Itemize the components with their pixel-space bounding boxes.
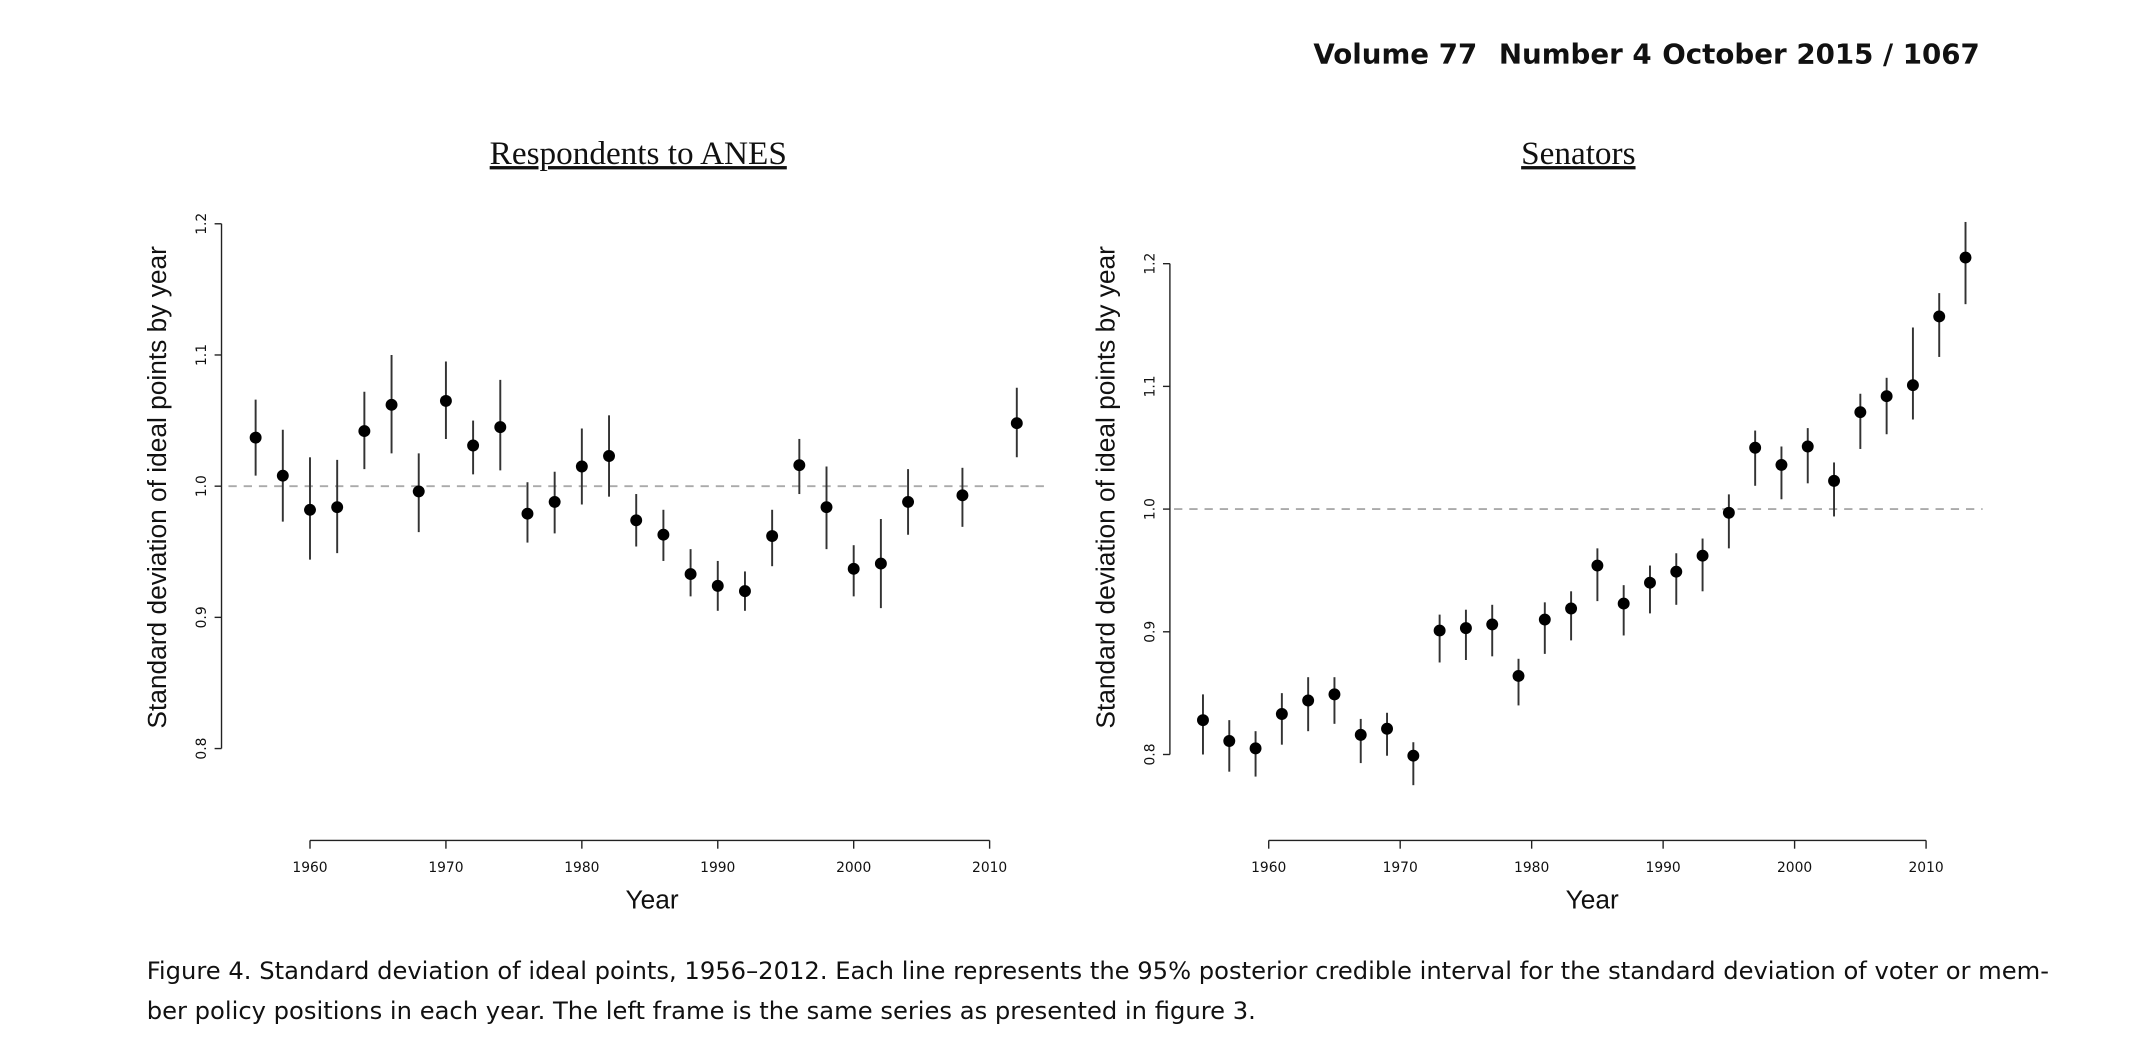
data-point (1854, 406, 1867, 419)
y-axis-label: Standard deviation of ideal points by ye… (1091, 246, 1121, 729)
data-point (1197, 714, 1209, 727)
data-point (276, 469, 289, 482)
data-point (575, 460, 588, 473)
data-point (358, 425, 371, 438)
x-tick-label: 1970 (1383, 860, 1418, 876)
data-point (847, 562, 860, 575)
x-axis-label: Year (1566, 884, 1619, 914)
data-point (1696, 549, 1709, 562)
x-tick-label: 1980 (564, 860, 599, 876)
data-point (1775, 458, 1788, 471)
data-point (684, 568, 697, 581)
data-point (249, 431, 262, 444)
y-tick-label: 0.9 (194, 606, 210, 628)
data-point (1801, 440, 1814, 453)
x-tick-label: 2010 (1908, 860, 1943, 876)
chart-title: Senators (1521, 135, 1635, 172)
x-axis-label: Year (626, 884, 679, 914)
y-tick-label: 1.2 (194, 213, 210, 235)
data-point (630, 514, 643, 527)
caption-line: Figure 4. Standard deviation of ideal po… (147, 957, 2049, 985)
data-point (1302, 694, 1315, 707)
y-tick-label: 1.2 (1143, 253, 1159, 275)
data-point (1538, 613, 1551, 626)
data-point (1749, 441, 1762, 454)
y-tick-label: 1.0 (194, 475, 210, 497)
data-point (385, 398, 398, 411)
data-point (793, 459, 806, 472)
y-tick-label: 0.9 (1143, 621, 1159, 643)
x-tick-label: 1980 (1514, 860, 1549, 876)
x-tick-label: 1990 (700, 860, 735, 876)
data-point (874, 557, 887, 570)
data-point (766, 530, 779, 542)
data-point (902, 495, 915, 508)
y-tick-label: 1.0 (1143, 498, 1159, 520)
data-point (467, 439, 480, 452)
y-axis-label: Standard deviation of ideal points by ye… (142, 246, 172, 729)
data-point (956, 489, 969, 502)
data-point (1591, 559, 1604, 572)
header-date-page: October 2015 / 1067 (1662, 37, 1980, 70)
x-tick-label: 2000 (836, 860, 871, 876)
x-tick-label: 1990 (1646, 860, 1681, 876)
data-point (494, 421, 507, 434)
data-point (1354, 728, 1367, 741)
data-point (1617, 597, 1630, 610)
data-point (1959, 251, 1972, 264)
data-point (1381, 722, 1393, 735)
data-point (1223, 735, 1236, 747)
page-content: Volume 77 Number 4 October 2015 / 1067 F… (142, 37, 2049, 1025)
data-point (1433, 624, 1446, 637)
data-point (1565, 602, 1578, 615)
data-point (603, 450, 615, 462)
data-point (1933, 310, 1946, 323)
data-point (1328, 688, 1341, 701)
data-point (1722, 506, 1735, 519)
data-point (331, 501, 344, 514)
y-tick-label: 1.1 (194, 344, 210, 366)
y-tick-label: 0.8 (194, 738, 210, 760)
data-point (1828, 474, 1840, 487)
data-point (1512, 670, 1525, 682)
data-point (657, 528, 670, 541)
caption-line: ber policy positions in each year. The l… (147, 997, 1256, 1025)
x-tick-label: 2000 (1777, 860, 1812, 876)
data-point (1644, 576, 1656, 589)
data-point (1407, 749, 1420, 762)
data-point (1459, 622, 1472, 635)
header-volume: Volume 77 (1313, 37, 1477, 70)
y-tick-label: 0.8 (1143, 743, 1159, 765)
data-point (739, 585, 751, 598)
data-point (412, 485, 425, 498)
data-point (1249, 742, 1262, 755)
data-point (820, 501, 833, 514)
chart-title: Respondents to ANES (490, 135, 787, 172)
data-point (711, 579, 724, 592)
data-point (1880, 390, 1893, 403)
data-point (548, 495, 561, 508)
data-point (1486, 618, 1499, 631)
data-point (1670, 565, 1683, 578)
data-point (1906, 379, 1919, 392)
data-point (304, 503, 316, 516)
data-point (439, 394, 452, 407)
data-point (521, 507, 534, 520)
x-tick-label: 1960 (1251, 860, 1286, 876)
x-tick-label: 2010 (972, 860, 1007, 876)
data-point (1010, 417, 1023, 430)
y-tick-label: 1.1 (1143, 375, 1159, 397)
data-point (1275, 708, 1288, 720)
x-tick-label: 1960 (292, 860, 327, 876)
x-tick-label: 1970 (428, 860, 463, 876)
header-number: Number 4 (1499, 37, 1652, 70)
